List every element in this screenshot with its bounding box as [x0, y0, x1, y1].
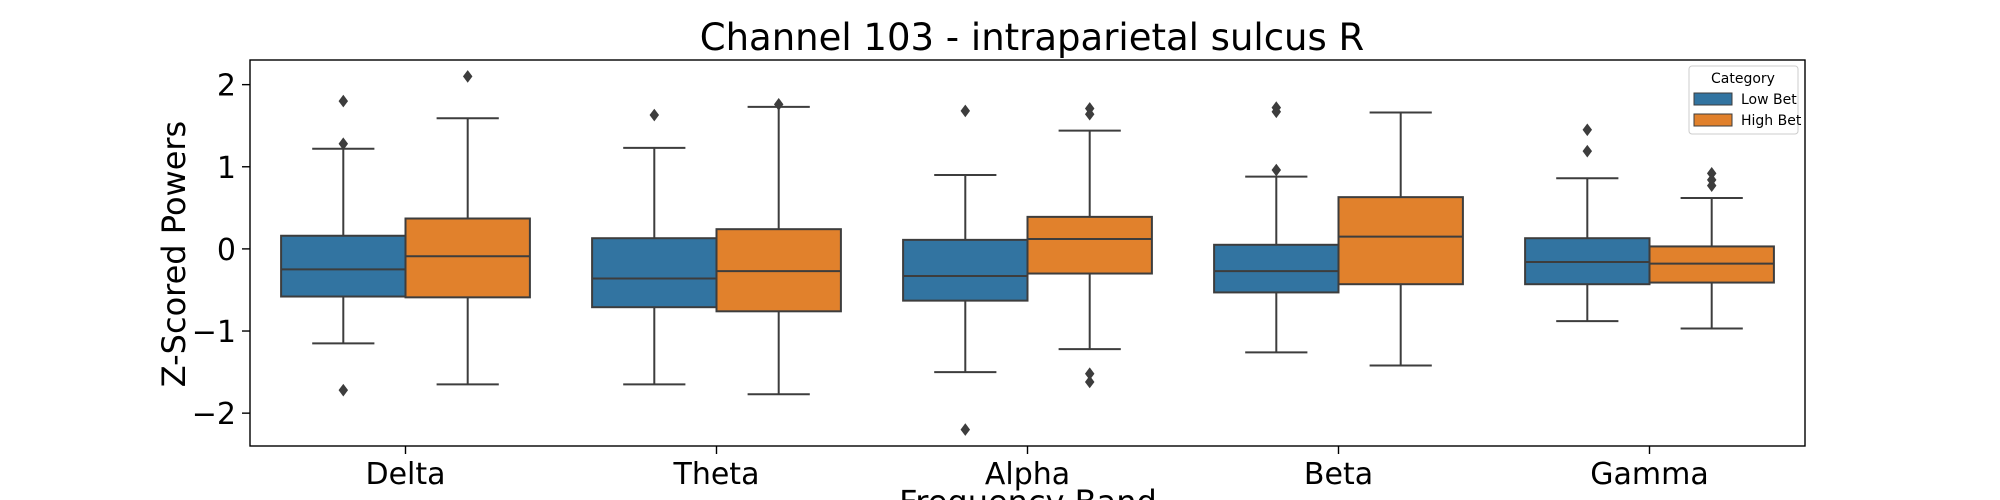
y-tick-label: 1: [217, 151, 236, 186]
box-body: [1213, 243, 1340, 294]
outlier-point: [338, 137, 349, 151]
y-axis-label: Z-Scored Powers: [155, 121, 193, 387]
x-tick-label: Gamma: [1590, 457, 1708, 492]
outlier-point: [1706, 179, 1717, 192]
x-tick-label: Alpha: [985, 457, 1070, 492]
outlier-point: [649, 108, 660, 122]
outlier-point: [960, 104, 971, 118]
box-high-bet: [1337, 111, 1464, 367]
box-low-bet: [902, 104, 1029, 436]
outlier-point: [1271, 105, 1282, 119]
outlier-point: [462, 70, 473, 83]
x-axis: Delta Theta Alpha Beta Gamma: [365, 446, 1709, 492]
y-tick-label: 0: [217, 233, 236, 268]
outlier-point: [1084, 375, 1095, 389]
box-low-bet: [1524, 123, 1651, 323]
outlier-point: [773, 98, 784, 111]
y-tick-label: −2: [192, 397, 236, 432]
box-low-bet: [280, 94, 407, 397]
legend-swatch-low-bet: [1693, 92, 1733, 106]
box-body: [404, 217, 531, 299]
x-axis-label: Frequency Band: [899, 483, 1157, 500]
legend-label-high-bet: High Bet: [1741, 113, 1802, 129]
box-low-bet: [591, 108, 718, 386]
box-low-bet: [1213, 101, 1340, 354]
legend-swatch-high-bet: [1693, 113, 1733, 127]
outlier-point: [1582, 123, 1593, 137]
box-body: [591, 237, 718, 309]
x-tick-label: Delta: [365, 457, 445, 492]
box-high-bet: [404, 70, 531, 386]
outlier-point: [338, 383, 349, 397]
y-tick-label: 2: [217, 69, 236, 104]
y-tick-label: −1: [192, 315, 236, 350]
outlier-point: [338, 94, 349, 108]
outlier-point: [1582, 144, 1593, 158]
box-body: [902, 238, 1029, 302]
box-body: [1337, 196, 1464, 286]
box-body: [280, 234, 407, 298]
legend-label-low-bet: Low Bet: [1741, 92, 1797, 108]
outlier-point: [960, 423, 971, 436]
plot-area: [280, 70, 1775, 436]
outlier-point: [1271, 163, 1282, 177]
y-axis: −2 −1 0 1 2: [192, 69, 250, 432]
outlier-point: [1084, 107, 1095, 121]
box-high-bet: [715, 98, 842, 396]
legend-title: Category: [1711, 71, 1775, 87]
box-high-bet: [1026, 102, 1153, 389]
x-tick-label: Beta: [1304, 457, 1373, 492]
box-body: [1026, 215, 1153, 275]
x-tick-label: Theta: [673, 457, 760, 492]
chart-title: Channel 103 - intraparietal sulcus R: [700, 16, 1364, 59]
box-high-bet: [1648, 167, 1775, 330]
legend: Category Low Bet High Bet: [1688, 65, 1802, 135]
